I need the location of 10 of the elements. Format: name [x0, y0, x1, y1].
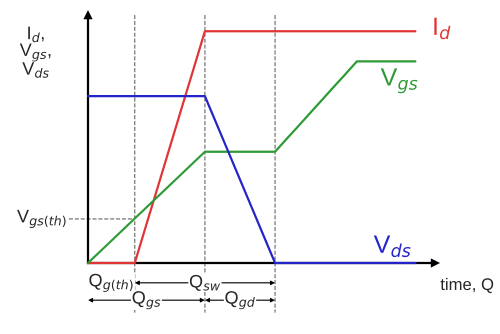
series-label: V$_{ds}$: [374, 236, 410, 258]
text: Q$_{g(th)}$: [89, 274, 133, 292]
text: Q$_{sw}$: [190, 274, 220, 291]
text: Q$_{gs}$: [132, 291, 160, 310]
y-axis-title: I$_{d}$, V$_{gs}$, V$_{ds}$: [20, 26, 50, 78]
ref-line-label: V$_{gs(th)}$: [17, 210, 66, 228]
x-axis-title: time, Q: [440, 278, 494, 294]
series-label: V$_{gs}$: [380, 68, 418, 94]
text: Q$_{gd}$: [225, 291, 255, 310]
series-label: I$_{d}$: [434, 18, 450, 40]
